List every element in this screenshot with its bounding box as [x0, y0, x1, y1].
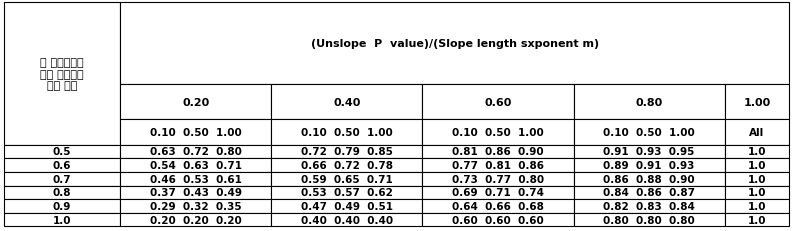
Bar	[271, 186, 423, 199]
Text: 0.46  0.53  0.61: 0.46 0.53 0.61	[150, 174, 242, 184]
Text: 0.10  0.50  1.00: 0.10 0.50 1.00	[150, 127, 242, 137]
Text: 0.60  0.60  0.60: 0.60 0.60 0.60	[452, 215, 544, 225]
Text: 0.8: 0.8	[53, 188, 71, 198]
Text: 1.0: 1.0	[748, 174, 766, 184]
Bar	[573, 158, 725, 172]
Bar	[423, 85, 573, 119]
Bar	[725, 119, 789, 145]
Bar	[121, 199, 271, 213]
Bar	[4, 158, 121, 172]
Bar	[725, 145, 789, 158]
Text: 0.80: 0.80	[635, 97, 663, 107]
Text: 0.29  0.32  0.35: 0.29 0.32 0.35	[150, 201, 242, 211]
Bar	[573, 172, 725, 186]
Text: 0.64  0.66  0.68: 0.64 0.66 0.68	[452, 201, 544, 211]
Text: 0.10  0.50  1.00: 0.10 0.50 1.00	[301, 127, 393, 137]
Bar	[725, 158, 789, 172]
Text: 0.47  0.49  0.51: 0.47 0.49 0.51	[301, 201, 393, 211]
Text: All: All	[749, 127, 764, 137]
Bar	[423, 213, 573, 226]
Text: 0.20  0.20  0.20: 0.20 0.20 0.20	[150, 215, 242, 225]
Bar	[121, 145, 271, 158]
Text: 1.0: 1.0	[748, 188, 766, 198]
Text: 0.60: 0.60	[485, 97, 511, 107]
Text: 0.5: 0.5	[53, 147, 71, 157]
Bar	[725, 85, 789, 119]
Text: 0.86  0.88  0.90: 0.86 0.88 0.90	[603, 174, 695, 184]
Bar	[4, 145, 121, 158]
Text: 0.20: 0.20	[182, 97, 209, 107]
Text: 0.82  0.83  0.84: 0.82 0.83 0.84	[603, 201, 695, 211]
Bar	[423, 119, 573, 145]
Bar	[271, 85, 423, 119]
Bar	[573, 186, 725, 199]
Bar	[4, 186, 121, 199]
Bar	[423, 158, 573, 172]
Bar	[271, 213, 423, 226]
Bar	[725, 172, 789, 186]
Bar	[271, 172, 423, 186]
Bar	[271, 199, 423, 213]
Text: 1.0: 1.0	[748, 215, 766, 225]
Text: 0.9: 0.9	[53, 201, 71, 211]
Text: 1.0: 1.0	[748, 160, 766, 170]
Bar	[121, 119, 271, 145]
Bar	[573, 199, 725, 213]
Text: 0.40  0.40  0.40: 0.40 0.40 0.40	[301, 215, 393, 225]
Bar	[423, 199, 573, 213]
Bar	[121, 186, 271, 199]
Bar	[573, 213, 725, 226]
Text: 1.0: 1.0	[748, 147, 766, 157]
Text: 0.72  0.79  0.85: 0.72 0.79 0.85	[301, 147, 393, 157]
Text: 0.7: 0.7	[53, 174, 71, 184]
Bar	[121, 158, 271, 172]
Bar	[423, 186, 573, 199]
Text: 0.10  0.50  1.00: 0.10 0.50 1.00	[603, 127, 695, 137]
Text: 0.69  0.71  0.74: 0.69 0.71 0.74	[452, 188, 544, 198]
Text: 0.89  0.91  0.93: 0.89 0.91 0.93	[603, 160, 695, 170]
Bar	[423, 145, 573, 158]
Bar	[573, 145, 725, 158]
Bar	[4, 199, 121, 213]
Text: 총 사면길이에
대한 한계사면
길이 비율: 총 사면길이에 대한 한계사면 길이 비율	[40, 58, 84, 91]
Text: 1.0: 1.0	[748, 201, 766, 211]
Text: (Unslope  P  value)/(Slope length sxponent m): (Unslope P value)/(Slope length sxponent…	[311, 39, 599, 49]
Text: 0.6: 0.6	[53, 160, 71, 170]
Text: 0.91  0.93  0.95: 0.91 0.93 0.95	[603, 147, 695, 157]
Bar	[4, 172, 121, 186]
Bar	[573, 85, 725, 119]
Text: 0.77  0.81  0.86: 0.77 0.81 0.86	[452, 160, 544, 170]
Text: 0.37  0.43  0.49: 0.37 0.43 0.49	[150, 188, 242, 198]
Text: 0.66  0.72  0.78: 0.66 0.72 0.78	[301, 160, 393, 170]
Bar	[423, 172, 573, 186]
Text: 0.63  0.72  0.80: 0.63 0.72 0.80	[150, 147, 242, 157]
Bar	[121, 3, 789, 85]
Bar	[725, 186, 789, 199]
Text: 0.84  0.86  0.87: 0.84 0.86 0.87	[603, 188, 695, 198]
Bar	[573, 119, 725, 145]
Text: 1.00: 1.00	[743, 97, 771, 107]
Bar	[121, 85, 271, 119]
Text: 0.73  0.77  0.80: 0.73 0.77 0.80	[452, 174, 544, 184]
Text: 0.81  0.86  0.90: 0.81 0.86 0.90	[452, 147, 544, 157]
Text: 0.40: 0.40	[333, 97, 361, 107]
Bar	[725, 199, 789, 213]
Text: 0.10  0.50  1.00: 0.10 0.50 1.00	[452, 127, 544, 137]
Bar	[4, 213, 121, 226]
Bar	[121, 172, 271, 186]
Bar	[271, 119, 423, 145]
Bar	[271, 158, 423, 172]
Text: 0.54  0.63  0.71: 0.54 0.63 0.71	[150, 160, 242, 170]
Bar	[121, 213, 271, 226]
Bar	[271, 145, 423, 158]
Bar	[725, 213, 789, 226]
Text: 1.0: 1.0	[53, 215, 71, 225]
Bar	[4, 3, 121, 145]
Text: 0.59  0.65  0.71: 0.59 0.65 0.71	[301, 174, 393, 184]
Text: 0.53  0.57  0.62: 0.53 0.57 0.62	[301, 188, 393, 198]
Text: 0.80  0.80  0.80: 0.80 0.80 0.80	[603, 215, 695, 225]
